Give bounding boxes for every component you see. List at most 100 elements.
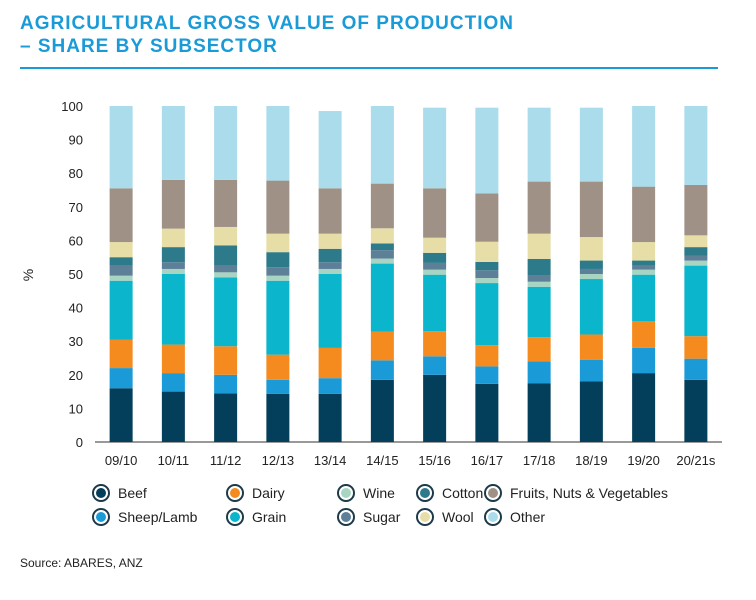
bar-segment-grain (109, 280, 133, 340)
x-tick-label: 17/18 (523, 453, 556, 468)
legend-label: Dairy (252, 485, 285, 501)
bar-segment-sheep-lamb (423, 356, 447, 375)
bar-segment-wool (527, 233, 551, 259)
bar-segment-cotton (318, 248, 342, 263)
x-tick-label: 13/14 (314, 453, 347, 468)
x-tick-label: 11/12 (210, 453, 242, 468)
bar-segment-sheep-lamb (266, 379, 290, 394)
bar-segment-sugar (684, 255, 708, 261)
bar-segment-dairy (423, 331, 447, 357)
bar-segment-cotton (161, 247, 185, 263)
y-tick-label: 70 (69, 200, 83, 215)
bar-segment-other (527, 107, 551, 182)
bar-segment-other (579, 107, 603, 182)
legend-swatch (484, 484, 502, 502)
x-tick-label: 14/15 (366, 453, 399, 468)
y-tick-label: 100 (61, 99, 83, 114)
bar-segment-dairy (684, 336, 708, 359)
bar-segment-other (214, 106, 238, 180)
bar-segment-sheep-lamb (161, 373, 185, 392)
legend-label: Fruits, Nuts & Vegetables (510, 485, 668, 501)
bar-segment-fruits-nuts-vegetables (214, 179, 238, 227)
legend-label: Other (510, 509, 546, 525)
bar-segment-other (266, 106, 290, 181)
bar-segment-wine (475, 278, 499, 284)
bar-segment-other (161, 106, 185, 180)
legend-swatch (484, 508, 502, 526)
y-tick-label: 30 (69, 334, 83, 349)
legend-swatch (92, 484, 110, 502)
bar-segment-sugar (109, 265, 133, 276)
bar-segment-beef (684, 379, 708, 442)
y-tick-label: 0 (76, 435, 83, 450)
bar-segment-wool (370, 228, 394, 244)
bar-segment-dairy (214, 346, 238, 375)
y-tick-label: 80 (69, 166, 83, 181)
bar-segment-grain (579, 279, 603, 335)
chart-legend: Beef Dairy Wine Cotton Fruits, Nuts & Vegeta… (92, 480, 692, 530)
bar-segment-fruits-nuts-vegetables (684, 184, 708, 236)
legend-label: Cotton (442, 485, 484, 501)
bar-segment-other (370, 106, 394, 184)
bar-segment-dairy (579, 334, 603, 360)
bar-segment-other (109, 106, 133, 189)
legend-item: Fruits, Nuts & Vegetables (484, 482, 668, 504)
bar-segment-grain (266, 280, 290, 355)
bar-segment-beef (632, 373, 656, 442)
bar-segment-beef (266, 393, 290, 442)
bar-segment-dairy (266, 354, 290, 380)
bar-segment-wool (475, 241, 499, 262)
bar-segment-wine (214, 272, 238, 278)
bar-segment-sheep-lamb (109, 368, 133, 389)
chart-title: AGRICULTURAL GROSS VALUE OF PRODUCTION –… (20, 12, 514, 58)
y-axis-label: % (20, 269, 36, 281)
bar-segment-fruits-nuts-vegetables (109, 188, 133, 243)
bar-segment-beef (318, 393, 342, 442)
legend-swatch (226, 508, 244, 526)
bar-segment-fruits-nuts-vegetables (579, 181, 603, 238)
chart-title-line1: AGRICULTURAL GROSS VALUE OF PRODUCTION (20, 13, 514, 34)
legend-item: Wine (337, 482, 395, 504)
bar-segment-grain (318, 274, 342, 348)
bar-segment-sugar (318, 262, 342, 269)
bar-segment-cotton (423, 252, 447, 263)
x-tick-label: 09/10 (105, 453, 138, 468)
bar-segment-fruits-nuts-vegetables (161, 179, 185, 229)
x-tick-label: 18/19 (575, 453, 608, 468)
bar-segment-sheep-lamb (527, 361, 551, 384)
bar-segment-other (684, 106, 708, 185)
bar-segment-sheep-lamb (214, 374, 238, 394)
bar-segment-sugar (632, 265, 656, 270)
bar-segment-cotton (214, 245, 238, 266)
bar-segment-dairy (109, 339, 133, 369)
legend-item: Sheep/Lamb (92, 506, 197, 528)
x-tick-label: 16/17 (471, 453, 504, 468)
legend-swatch (226, 484, 244, 502)
bar-segment-other (475, 107, 499, 194)
bar-segment-wine (684, 260, 708, 266)
bar-segment-sugar (266, 267, 290, 276)
bar-segment-sheep-lamb (684, 358, 708, 380)
bar-segment-dairy (318, 347, 342, 379)
bar-segment-cotton (266, 252, 290, 268)
bar-segment-dairy (527, 337, 551, 362)
bar-segment-wool (318, 233, 342, 249)
stacked-bar-chart: % 0 10 20 30 40 50 60 70 80 90 100 09/10 10/11 11/12 12… (20, 99, 722, 468)
bar-segment-wine (318, 268, 342, 274)
y-tick-label: 90 (69, 133, 83, 148)
bar-segment-grain (161, 274, 185, 345)
y-tick-label: 50 (69, 267, 83, 282)
bar-segment-beef (475, 383, 499, 442)
bar-segment-dairy (161, 344, 185, 374)
bar-segment-sheep-lamb (370, 360, 394, 380)
title-divider (20, 67, 718, 69)
bar-segment-beef (579, 381, 603, 442)
bar-segment-sugar (370, 250, 394, 259)
bar-segment-cotton (632, 260, 656, 266)
bar-segment-sugar (214, 265, 238, 273)
bar-segment-cotton (579, 260, 603, 269)
legend-label: Beef (118, 485, 147, 501)
legend-item: Other (484, 506, 545, 528)
bar-segment-beef (109, 388, 133, 442)
bar-segment-sugar (423, 262, 447, 270)
